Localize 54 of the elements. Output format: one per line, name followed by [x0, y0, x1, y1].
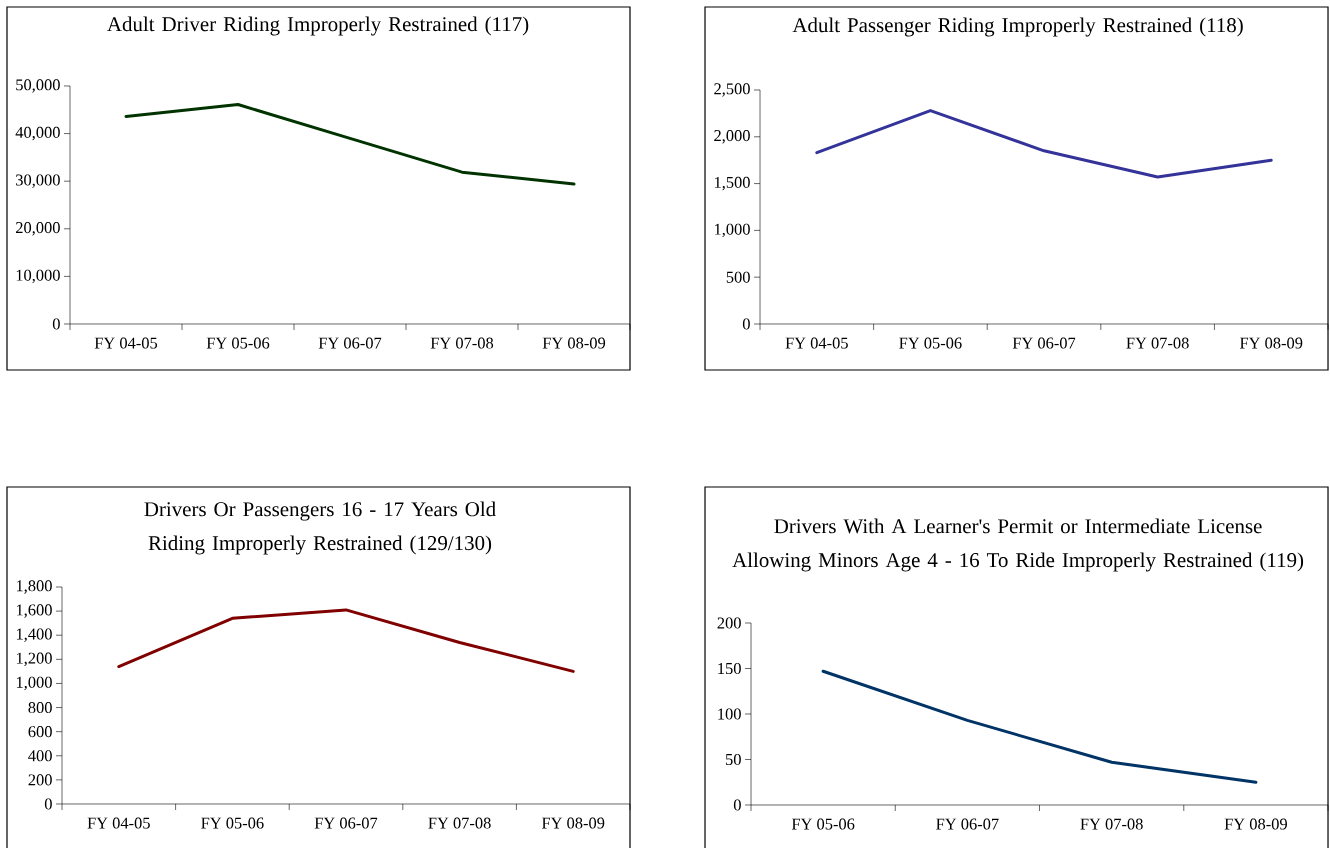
line-series: [821, 669, 1258, 784]
x-tick-label: FY 07-08: [430, 337, 494, 349]
y-tick-label: 2,000: [714, 130, 750, 144]
chart-title: Drivers With A Learner's Permit or Intermediate License Allowing Minors Age 4 - 16 To Ride Improperly Restrained (119): [732, 518, 1304, 572]
x-tick-label: FY 05-06: [201, 817, 264, 829]
y-tick-label: 1,500: [714, 176, 750, 191]
x-tick-label: FY 05-06: [791, 818, 855, 830]
x-tick-label: FY 06-07: [314, 817, 378, 829]
y-tick-label: 1,000: [714, 223, 750, 238]
x-tick-label: FY 05-06: [899, 337, 962, 349]
y-tick-label: 40,000: [15, 126, 60, 141]
y-tick-label: 0: [742, 318, 750, 330]
chart-title: Adult Driver Riding Improperly Restrained (117): [107, 16, 529, 36]
y-tick-label: 50: [726, 753, 741, 766]
chart-title: Adult Passenger Riding Improperly Restrained (118): [792, 17, 1243, 37]
x-tick-label: FY 08-09: [1239, 337, 1303, 349]
line-series: [117, 608, 575, 673]
x-tick-label: FY 06-07: [318, 337, 382, 349]
y-tick-label: 500: [726, 271, 750, 283]
y-tick-label: 1,200: [16, 652, 52, 667]
x-tick-label: FY 08-09: [1224, 818, 1287, 830]
line-series: [815, 109, 1273, 179]
y-tick-label: 50,000: [16, 79, 60, 93]
y-tick-label: 1,000: [16, 676, 52, 691]
y-tick-label: 150: [718, 662, 741, 675]
x-tick-label: FY 06-07: [936, 818, 999, 830]
y-tick-label: 1,800: [16, 580, 52, 594]
x-tick-label: FY 08-09: [542, 337, 606, 349]
y-tick-label: 800: [28, 702, 52, 714]
x-tick-label: FY 07-08: [428, 817, 491, 829]
y-tick-label: 10,000: [16, 269, 60, 284]
x-tick-label: FY 07-08: [1080, 818, 1143, 830]
y-tick-label: 0: [44, 798, 52, 810]
y-tick-label: 20,000: [15, 222, 60, 236]
y-tick-label: 200: [28, 774, 52, 786]
x-tick-label: FY 07-08: [1126, 337, 1189, 349]
x-tick-label: FY 06-07: [1012, 337, 1076, 349]
y-tick-label: 0: [52, 318, 60, 330]
y-tick-label: 2,500: [714, 83, 750, 97]
line-series: [124, 103, 576, 186]
x-tick-label: FY 04-05: [94, 337, 158, 349]
chart-title: Drivers Or Passengers 16 - 17 Years Old Riding Improperly Restrained (129/130): [144, 501, 496, 555]
y-tick-label: 600: [28, 726, 52, 738]
y-tick-label: 1,400: [16, 628, 52, 642]
x-tick-label: FY 05-06: [206, 337, 270, 349]
y-tick-label: 1,600: [16, 604, 52, 618]
x-tick-label: FY 04-05: [87, 817, 150, 829]
y-tick-label: 200: [717, 617, 741, 629]
x-tick-label: FY 04-05: [785, 337, 848, 349]
y-tick-label: 400: [28, 750, 52, 762]
y-tick-label: 30,000: [16, 174, 60, 188]
y-tick-label: 100: [718, 708, 741, 720]
y-tick-label: 0: [733, 799, 741, 811]
x-tick-label: FY 08-09: [541, 817, 605, 829]
